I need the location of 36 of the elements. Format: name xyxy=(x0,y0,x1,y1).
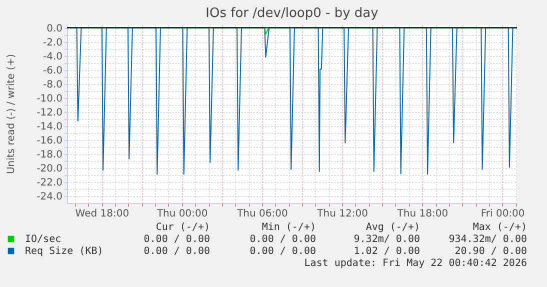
x-tick-label: Fri 00:00 xyxy=(480,208,525,220)
x-tick-label: Thu 00:00 xyxy=(156,208,208,220)
y-tick-label: -8.0 xyxy=(42,79,62,90)
y-tick-label: -6.0 xyxy=(42,65,62,76)
text: 0.00 / 0.00 xyxy=(144,234,210,245)
text: 934.32m/ 0.00 xyxy=(448,234,527,245)
y-tick-label: -14.0 xyxy=(36,121,62,132)
text: 9.32m/ 0.00 xyxy=(354,234,420,245)
legend-label: Req Size (KB) xyxy=(25,246,104,257)
x-tick-label: Thu 18:00 xyxy=(396,208,448,220)
y-tick-label: -16.0 xyxy=(36,135,62,146)
y-tick-label: -2.0 xyxy=(42,37,62,48)
y-tick-label: -18.0 xyxy=(36,149,62,160)
chart-title: IOs for /dev/loop0 - by day xyxy=(206,6,379,21)
y-tick-label: -22.0 xyxy=(36,177,62,188)
text: Min (-/+) xyxy=(262,222,316,233)
text: Avg (-/+) xyxy=(366,222,420,233)
y-tick-label: -24.0 xyxy=(36,191,62,202)
y-tick-label: -12.0 xyxy=(36,107,62,118)
y-tick-label: 0.0 xyxy=(46,23,62,34)
text: Last update: Fri May 22 00:40:42 2026 xyxy=(304,258,527,269)
y-tick-label: -20.0 xyxy=(36,163,62,174)
legend-label: IO/sec xyxy=(25,234,62,245)
text: Max (-/+) xyxy=(472,222,527,233)
x-tick-label: Thu 06:00 xyxy=(236,208,288,220)
y-axis-title: Units read (-) / write (+) xyxy=(6,54,17,174)
text: 0.00 / 0.00 xyxy=(144,246,210,257)
text: 0.00 / 0.00 xyxy=(250,234,316,245)
x-tick-label: Wed 18:00 xyxy=(75,208,130,220)
text: Cur (-/+) xyxy=(156,222,210,233)
text: 20.90 / 0.00 xyxy=(454,246,527,257)
text: 0.00 / 0.00 xyxy=(250,246,316,257)
x-tick-label: Thu 12:00 xyxy=(316,208,368,220)
y-tick-label: -4.0 xyxy=(42,51,62,62)
y-tick-label: -10.0 xyxy=(36,93,62,104)
text: 1.02 / 0.00 xyxy=(354,246,420,257)
